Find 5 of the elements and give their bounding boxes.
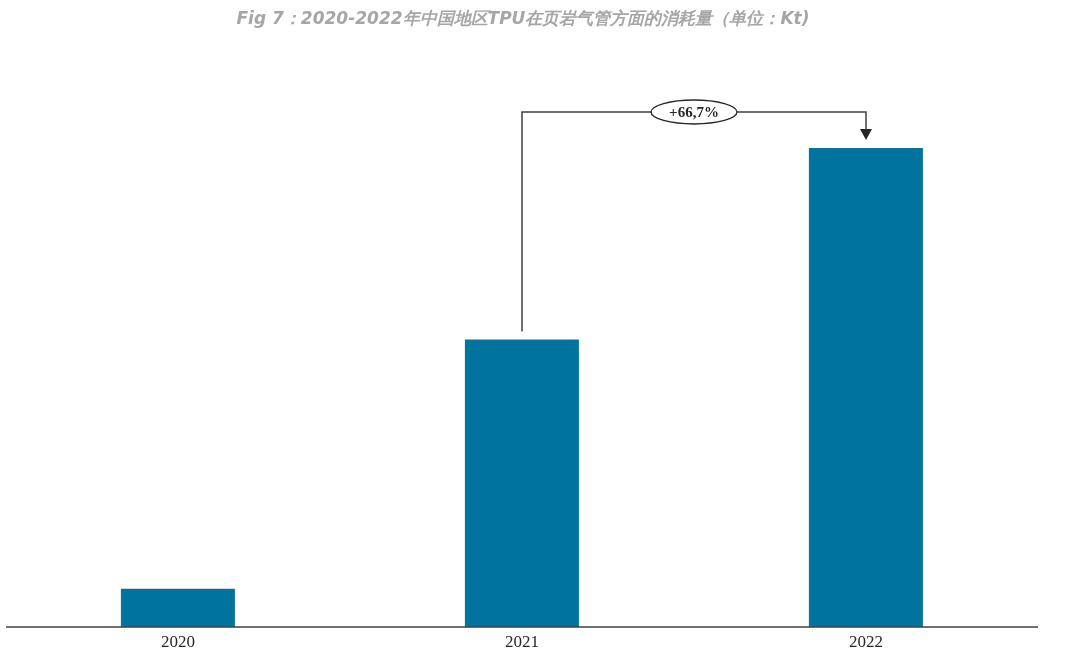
x-tick-label: 2022	[849, 632, 883, 652]
text: +66,7%	[669, 104, 719, 120]
x-tick-label: 2021	[505, 632, 539, 652]
chart-title: Fig 7：2020-2022年中国地区TPU在页岩气管方面的消耗量（单位：Kt)	[235, 7, 811, 30]
x-tick-label: 2020	[161, 632, 195, 652]
